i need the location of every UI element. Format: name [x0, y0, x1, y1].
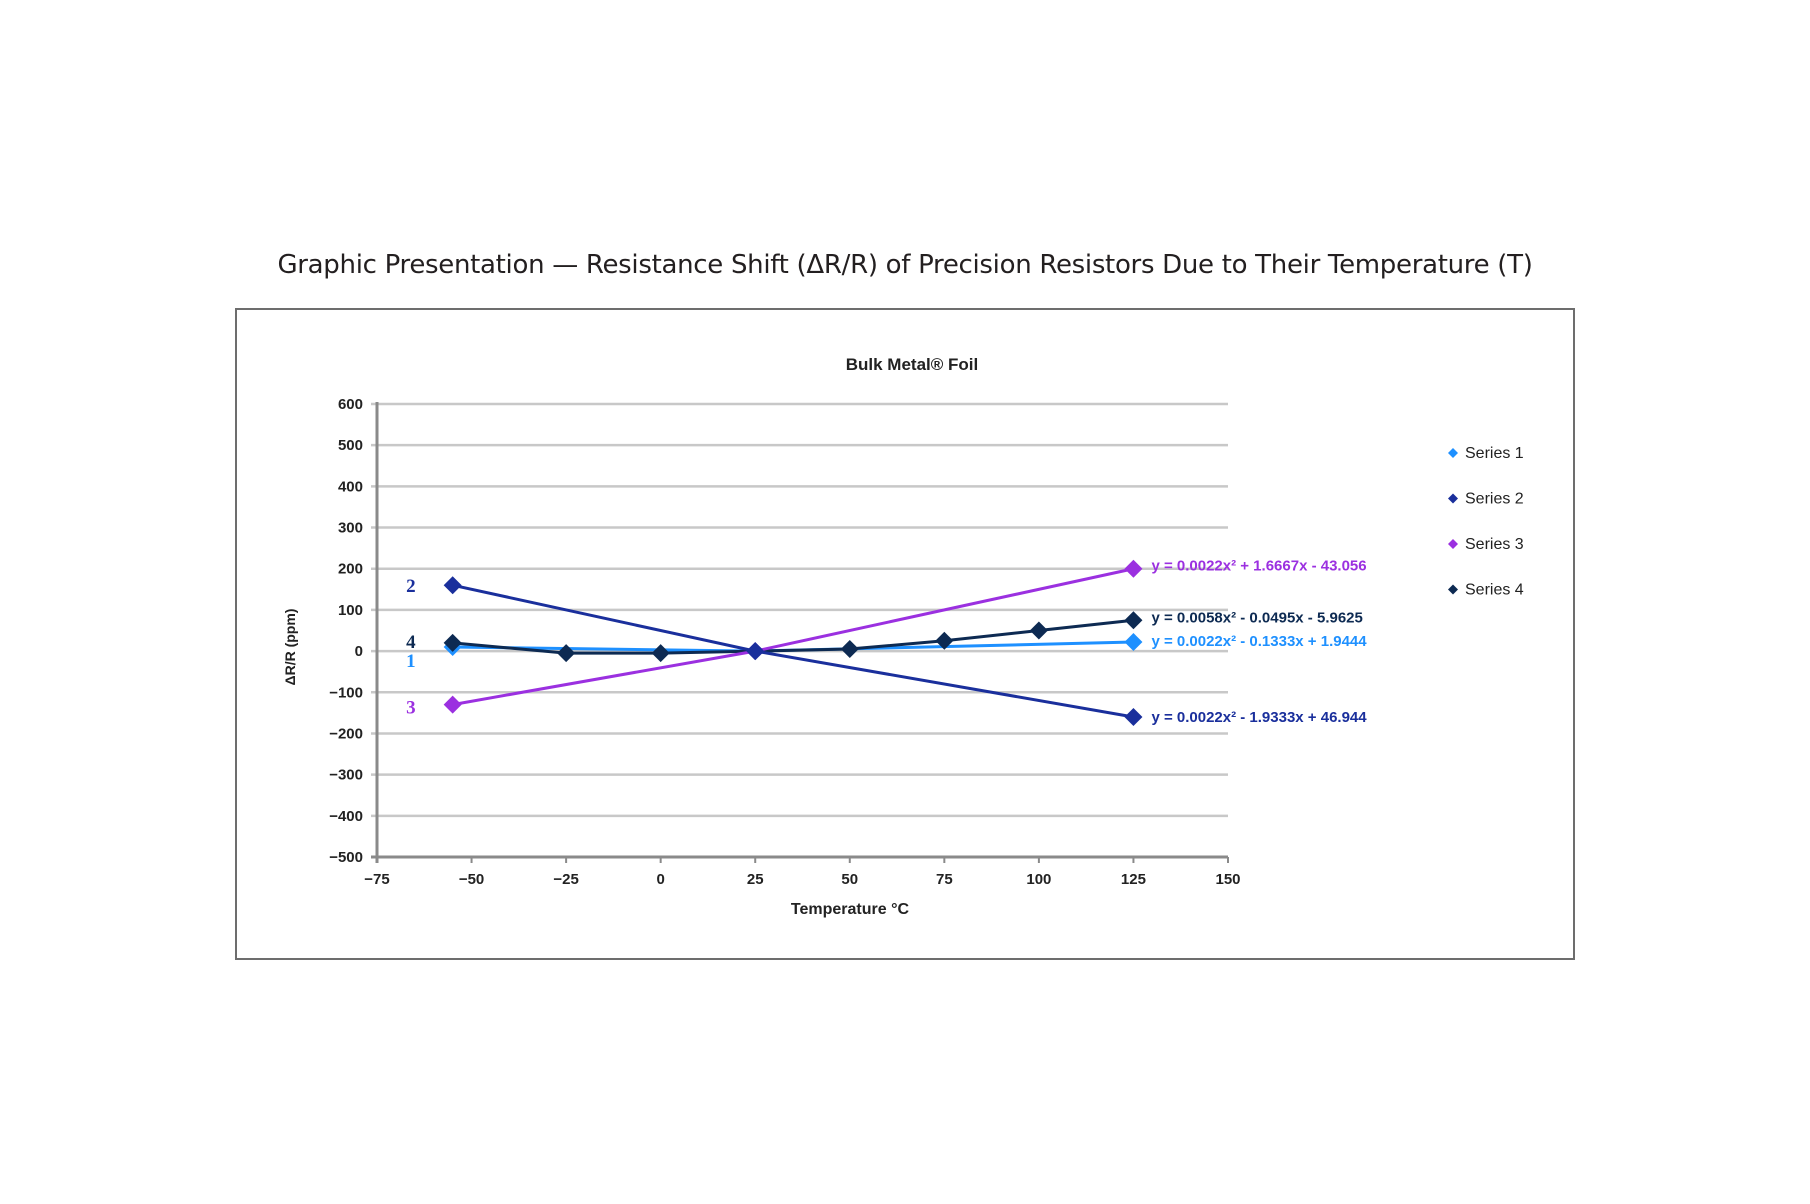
y-tick-label: 400 — [338, 478, 363, 495]
series-line-3 — [452, 567, 1134, 707]
trendline-equation-2: y = 0.0022x² - 1.9333x + 46.944 — [1151, 709, 1367, 726]
data-point-marker — [443, 576, 462, 595]
data-point-marker — [1029, 621, 1048, 640]
data-point-marker — [1124, 707, 1143, 726]
legend-marker-icon — [1448, 584, 1458, 595]
trendline-equation-3: y = 0.0022x² + 1.6667x - 43.056 — [1151, 557, 1366, 574]
y-tick-label: −400 — [329, 808, 363, 825]
legend-marker-icon — [1448, 539, 1458, 549]
series-layer — [443, 559, 1143, 726]
y-axis-label: ΔR/R (ppm) — [282, 609, 298, 686]
y-tick-label: 100 — [338, 602, 363, 619]
y-tick-label: −200 — [329, 725, 363, 742]
y-tick-label: −100 — [329, 684, 363, 701]
legend-item-1: Series 1 — [1465, 445, 1524, 462]
legend-item-4: Series 4 — [1465, 582, 1524, 599]
curve-labels: 1 2 3 4 — [406, 576, 416, 718]
x-tick-label: −75 — [364, 871, 389, 888]
x-tick-label: −50 — [459, 871, 484, 888]
y-tick-label: 300 — [338, 520, 363, 537]
data-point-marker — [935, 631, 954, 650]
y-tick-label: 200 — [338, 561, 363, 578]
legend-marker-icon — [1448, 493, 1458, 504]
x-tick-label: 75 — [936, 871, 953, 888]
x-tick-label: 125 — [1121, 871, 1146, 888]
series-line-4 — [452, 618, 1134, 655]
curve-label-3: 3 — [406, 698, 416, 719]
legend-item-3: Series 3 — [1465, 536, 1524, 553]
curve-label-4: 4 — [406, 632, 416, 653]
trendline-equations: y = 0.0022x² - 0.1333x + 1.9444 y = 0.002… — [1151, 557, 1367, 726]
x-tick-label: 25 — [747, 871, 764, 888]
data-point-marker — [443, 633, 462, 652]
chart-plot: Bulk Metal® Foil 6005004003002001000−100… — [282, 355, 1524, 918]
x-tick-label: −25 — [553, 871, 578, 888]
trendline-equation-1: y = 0.0022x² - 0.1333x + 1.9444 — [1151, 633, 1367, 650]
y-tick-label: 500 — [338, 437, 363, 454]
curve-label-2: 2 — [406, 576, 416, 597]
data-point-marker — [443, 695, 462, 714]
gridlines — [371, 402, 1228, 818]
y-axis-ticks: 600 500 400 300 200 100 0 −100 −200 −300 −400 −500 — [329, 396, 363, 866]
data-point-marker — [1124, 611, 1143, 630]
x-tick-label: 150 — [1215, 871, 1240, 888]
y-tick-label: −300 — [329, 767, 363, 784]
page-title: Graphic Presentation — Resistance Shift … — [277, 250, 1533, 280]
legend: Series 1 Series 2 Series 3 Series 4 — [1448, 445, 1524, 599]
x-tick-label: 100 — [1026, 871, 1051, 888]
y-tick-label: 600 — [338, 396, 363, 413]
data-point-marker — [651, 644, 670, 663]
x-axis-label: Temperature °C — [791, 901, 910, 918]
x-tick-label: 0 — [656, 871, 664, 888]
y-tick-label: −500 — [329, 849, 363, 866]
legend-marker-icon — [1448, 448, 1458, 458]
chart-title: Bulk Metal® Foil — [846, 355, 978, 374]
x-axis-ticks: −75 −50 −25 0 25 50 75 100 125 150 — [364, 871, 1240, 888]
trendline-equation-4: y = 0.0058x² - 0.0495x - 5.9625 — [1151, 609, 1362, 626]
data-point-marker — [557, 644, 576, 663]
data-point-marker — [1124, 559, 1143, 578]
legend-item-2: Series 2 — [1465, 491, 1524, 508]
curve-label-1: 1 — [406, 651, 416, 672]
axes — [371, 402, 1229, 863]
y-tick-label: 0 — [355, 643, 363, 660]
data-point-marker — [746, 642, 765, 661]
chart-frame: Bulk Metal® Foil 600 500 400 300 200 100 0 −100… — [235, 308, 1575, 960]
data-point-marker — [1124, 633, 1143, 652]
data-point-marker — [840, 640, 859, 659]
x-tick-label: 50 — [841, 871, 858, 888]
